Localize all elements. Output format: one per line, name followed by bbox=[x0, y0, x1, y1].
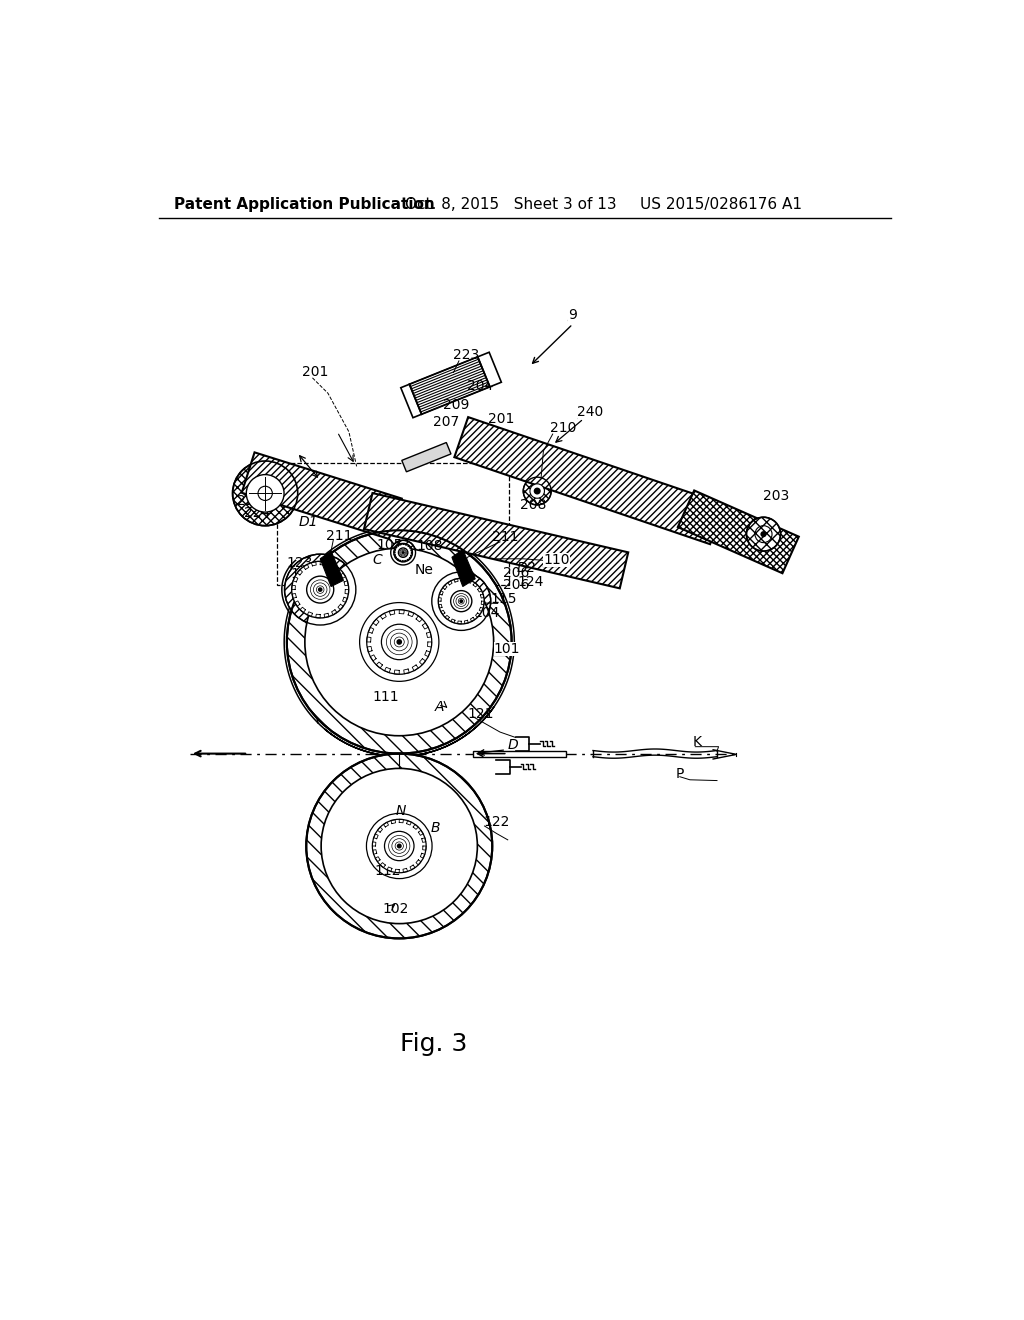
Circle shape bbox=[397, 640, 401, 644]
Text: 105: 105 bbox=[385, 631, 412, 644]
Text: 123: 123 bbox=[287, 556, 313, 570]
Circle shape bbox=[746, 517, 780, 552]
Text: 206: 206 bbox=[503, 578, 529, 591]
Circle shape bbox=[232, 461, 298, 525]
Circle shape bbox=[305, 548, 494, 735]
Circle shape bbox=[306, 576, 334, 603]
Text: 114: 114 bbox=[291, 585, 317, 598]
Text: 204: 204 bbox=[467, 379, 494, 392]
Text: D2: D2 bbox=[517, 561, 537, 576]
Polygon shape bbox=[364, 494, 629, 589]
Text: 208: 208 bbox=[520, 498, 547, 512]
Circle shape bbox=[432, 572, 490, 631]
Text: 224: 224 bbox=[245, 506, 270, 520]
Circle shape bbox=[451, 590, 472, 611]
Text: 201: 201 bbox=[488, 412, 515, 425]
Circle shape bbox=[285, 554, 356, 626]
Circle shape bbox=[460, 599, 463, 602]
Bar bbox=[473, 751, 566, 756]
Circle shape bbox=[367, 610, 432, 675]
Text: 207: 207 bbox=[432, 414, 459, 429]
Polygon shape bbox=[321, 552, 343, 586]
Text: 201: 201 bbox=[302, 364, 329, 379]
Text: N: N bbox=[395, 804, 406, 818]
Circle shape bbox=[373, 820, 426, 873]
Text: 102: 102 bbox=[382, 902, 409, 916]
Circle shape bbox=[359, 602, 439, 681]
Text: P: P bbox=[675, 767, 684, 781]
Polygon shape bbox=[455, 417, 724, 544]
Text: Y: Y bbox=[400, 632, 410, 647]
Text: 122: 122 bbox=[483, 816, 509, 829]
Text: 112: 112 bbox=[375, 863, 401, 878]
Text: Oct. 8, 2015   Sheet 3 of 13: Oct. 8, 2015 Sheet 3 of 13 bbox=[406, 197, 617, 213]
Text: B: B bbox=[430, 821, 439, 836]
Text: D: D bbox=[508, 738, 518, 752]
Text: 211: 211 bbox=[493, 531, 519, 544]
Text: 240: 240 bbox=[578, 405, 604, 420]
Circle shape bbox=[530, 484, 545, 498]
Circle shape bbox=[391, 540, 416, 565]
Bar bbox=[276, 463, 509, 585]
Text: 203: 203 bbox=[764, 488, 790, 503]
Text: 105: 105 bbox=[376, 539, 402, 552]
Text: 101: 101 bbox=[494, 642, 520, 656]
Polygon shape bbox=[401, 442, 451, 471]
Text: 225: 225 bbox=[237, 494, 263, 508]
Circle shape bbox=[247, 475, 284, 512]
Text: 110: 110 bbox=[544, 553, 570, 568]
Text: K: K bbox=[692, 735, 701, 748]
Text: 111: 111 bbox=[373, 690, 399, 705]
Circle shape bbox=[535, 488, 540, 494]
Circle shape bbox=[523, 478, 551, 506]
Text: A: A bbox=[435, 700, 444, 714]
Text: 103: 103 bbox=[291, 568, 317, 581]
Text: 115: 115 bbox=[490, 591, 517, 606]
Circle shape bbox=[318, 587, 322, 591]
Polygon shape bbox=[477, 352, 502, 387]
Text: C: C bbox=[372, 553, 382, 568]
Text: 211: 211 bbox=[326, 529, 352, 543]
Text: 124: 124 bbox=[517, 576, 544, 589]
Circle shape bbox=[394, 544, 413, 562]
Polygon shape bbox=[242, 453, 401, 539]
Circle shape bbox=[367, 813, 432, 879]
Text: 9: 9 bbox=[568, 308, 578, 322]
Text: 104: 104 bbox=[474, 606, 500, 619]
Circle shape bbox=[381, 624, 417, 660]
Polygon shape bbox=[452, 549, 475, 586]
Circle shape bbox=[397, 845, 401, 847]
Circle shape bbox=[398, 548, 408, 557]
Circle shape bbox=[292, 561, 349, 618]
Circle shape bbox=[384, 832, 414, 861]
Circle shape bbox=[258, 486, 272, 500]
Circle shape bbox=[287, 531, 512, 754]
Text: 209: 209 bbox=[443, 397, 470, 412]
Polygon shape bbox=[678, 491, 799, 573]
Text: Patent Application Publication: Patent Application Publication bbox=[174, 197, 435, 213]
Text: Fig. 3: Fig. 3 bbox=[400, 1032, 468, 1056]
Text: 108: 108 bbox=[417, 540, 442, 553]
Text: US 2015/0286176 A1: US 2015/0286176 A1 bbox=[640, 197, 802, 213]
Text: 121: 121 bbox=[467, 708, 494, 721]
Text: Ne: Ne bbox=[415, 562, 433, 577]
Polygon shape bbox=[400, 384, 422, 417]
Text: 206: 206 bbox=[503, 566, 529, 579]
Circle shape bbox=[322, 768, 477, 924]
Circle shape bbox=[306, 754, 493, 939]
Text: D1: D1 bbox=[299, 515, 318, 529]
Circle shape bbox=[761, 531, 767, 537]
Text: 223: 223 bbox=[454, 347, 480, 362]
Text: 210: 210 bbox=[550, 421, 577, 434]
Circle shape bbox=[438, 578, 484, 624]
